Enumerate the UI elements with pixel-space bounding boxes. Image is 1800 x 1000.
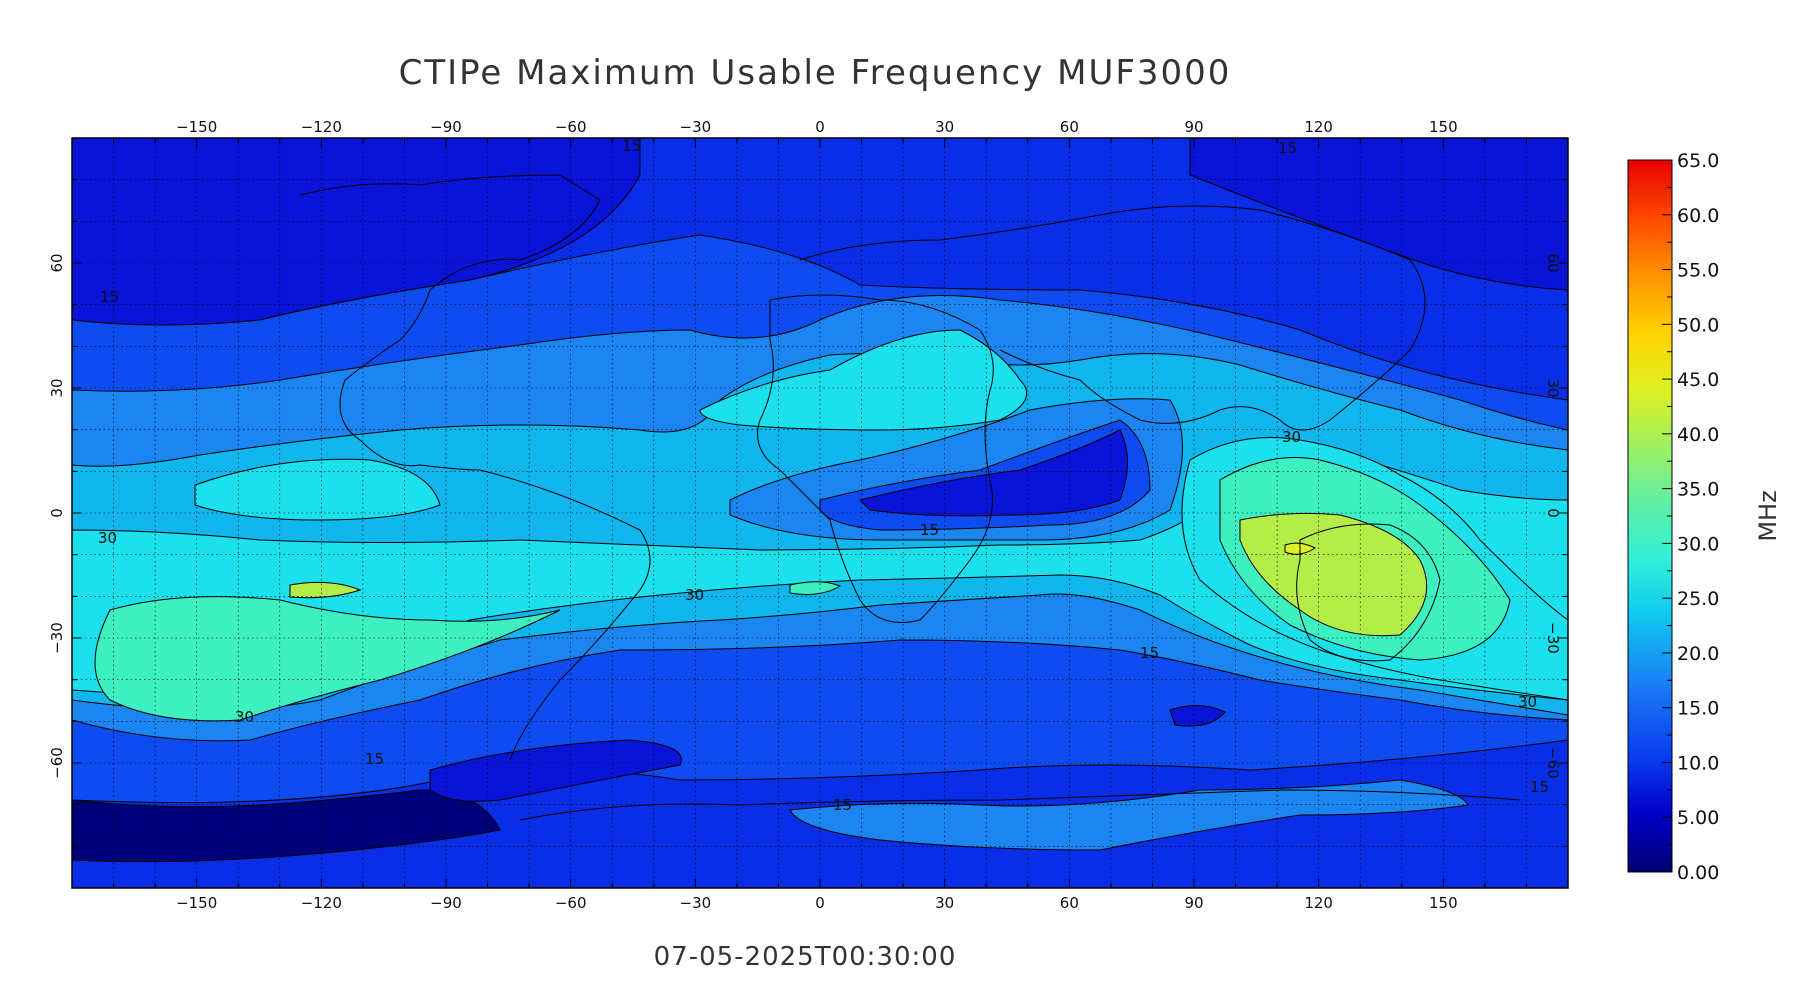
australia-coast bbox=[1296, 523, 1441, 662]
x-axis-ticks: −150 −150 −120 −120 −90 −90 −60 −60 −30 −30 0 0 30 30… bbox=[113, 118, 1527, 912]
contour-australia-35 bbox=[1239, 512, 1428, 637]
timestamp: 07-05-2025T00:30:00 bbox=[654, 942, 957, 972]
colorbar-tick-label: 50.0 bbox=[1677, 314, 1719, 336]
south-america-coast bbox=[479, 469, 651, 761]
y-tick-label-right: −60 bbox=[1544, 747, 1562, 779]
contour-labels: 15 15 30 30 30 30 15 15 15 15 15 30 15 bbox=[98, 137, 1549, 814]
contour-south-pacific-30 bbox=[94, 596, 561, 722]
colorbar-tick-label: 20.0 bbox=[1677, 643, 1719, 665]
x-tick-label-bottom: 120 bbox=[1304, 894, 1333, 912]
x-tick-label-bottom: −30 bbox=[680, 894, 712, 912]
colorbar-tick-label: 15.0 bbox=[1677, 698, 1719, 720]
y-tick-label-right: 30 bbox=[1544, 378, 1562, 397]
x-tick-label-bottom: 60 bbox=[1060, 894, 1079, 912]
colorbar-tick-label: 0.00 bbox=[1677, 862, 1719, 884]
eurasia-coast bbox=[799, 205, 1426, 431]
contour-atlantic-30 bbox=[789, 581, 842, 595]
contour-label: 30 bbox=[235, 708, 254, 726]
y-tick-label-left: 0 bbox=[48, 508, 66, 518]
chart-title: CTIPe Maximum Usable Frequency MUF3000 bbox=[399, 53, 1232, 93]
x-tick-label-bottom: −120 bbox=[301, 894, 342, 912]
x-tick-label-bottom: −60 bbox=[555, 894, 587, 912]
contour-siberia-low bbox=[1189, 138, 1568, 291]
x-tick-label-top: −120 bbox=[301, 118, 342, 136]
y-tick-label-right: 0 bbox=[1544, 508, 1562, 518]
contour-antarctic-deep bbox=[72, 789, 501, 863]
contour-south-pacific-35 bbox=[289, 581, 362, 599]
x-tick-label-bottom: 90 bbox=[1184, 894, 1203, 912]
contour-label: 15 bbox=[365, 750, 384, 768]
contour-pacific-east bbox=[194, 458, 441, 521]
x-tick-label-top: 90 bbox=[1184, 118, 1203, 136]
colorbar bbox=[1627, 159, 1673, 873]
contour-label: 15 bbox=[920, 521, 939, 539]
contour-label: 30 bbox=[1518, 693, 1537, 711]
africa-coast bbox=[757, 294, 994, 623]
y-tick-label-right: 60 bbox=[1544, 253, 1562, 272]
contour-antarctic-15 bbox=[789, 779, 1469, 851]
x-tick-label-top: −90 bbox=[430, 118, 462, 136]
contour-label: 15 bbox=[1140, 644, 1159, 662]
x-tick-label-top: −30 bbox=[680, 118, 712, 136]
x-tick-label-top: −150 bbox=[176, 118, 217, 136]
colorbar-unit-label: MHz bbox=[1754, 490, 1782, 541]
contour-label: 15 bbox=[100, 288, 119, 306]
contour-label: 30 bbox=[98, 529, 117, 547]
contour-south-atlantic-low bbox=[429, 739, 682, 802]
contour-small-low bbox=[1169, 705, 1226, 727]
colorbar-tick-label: 30.0 bbox=[1677, 533, 1719, 555]
x-tick-label-bottom: 30 bbox=[935, 894, 954, 912]
y-tick-label-left: −30 bbox=[48, 622, 66, 654]
colorbar-tick-label: 65.0 bbox=[1677, 150, 1719, 172]
contour-label: 15 bbox=[622, 137, 641, 155]
contour-label: 30 bbox=[1282, 428, 1301, 446]
colorbar-tick-label: 5.00 bbox=[1677, 807, 1719, 829]
colorbar-ticks: 65.0 60.0 55.0 50.0 45.0 40.0 35.0 30.0 25.0 20.0… bbox=[1662, 150, 1719, 884]
contour-label: 15 bbox=[1278, 139, 1297, 157]
colorbar-tick-label: 35.0 bbox=[1677, 479, 1719, 501]
x-tick-label-bottom: −90 bbox=[430, 894, 462, 912]
colorbar-tick-label: 55.0 bbox=[1677, 260, 1719, 282]
x-tick-label-top: 0 bbox=[815, 118, 825, 136]
x-tick-label-bottom: 0 bbox=[815, 894, 825, 912]
y-tick-label-right: −30 bbox=[1544, 622, 1562, 654]
x-tick-label-top: 60 bbox=[1060, 118, 1079, 136]
contour-label: 15 bbox=[833, 796, 852, 814]
x-tick-label-bottom: −150 bbox=[176, 894, 217, 912]
x-tick-label-bottom: 150 bbox=[1429, 894, 1458, 912]
x-tick-label-top: 30 bbox=[935, 118, 954, 136]
y-tick-label-left: 30 bbox=[48, 378, 66, 397]
lat-lon-grid bbox=[72, 138, 1568, 888]
colorbar-tick-label: 25.0 bbox=[1677, 588, 1719, 610]
colorbar-tick-label: 10.0 bbox=[1677, 752, 1719, 774]
antarctica-coast bbox=[519, 789, 1521, 821]
north-america-coast bbox=[299, 174, 601, 471]
x-tick-label-top: 150 bbox=[1429, 118, 1458, 136]
x-tick-label-top: −60 bbox=[555, 118, 587, 136]
contour-label: 30 bbox=[685, 586, 704, 604]
contour-label: 15 bbox=[1530, 778, 1549, 796]
colorbar-tick-label: 45.0 bbox=[1677, 369, 1719, 391]
coastlines bbox=[299, 174, 1521, 821]
y-axis-ticks: 60 60 30 30 0 0 −30 −30 −60 −60 bbox=[48, 179, 1568, 847]
y-tick-label-left: −60 bbox=[48, 747, 66, 779]
y-tick-label-left: 60 bbox=[48, 253, 66, 272]
colorbar-tick-label: 40.0 bbox=[1677, 424, 1719, 446]
contour-indian-ocean-5 bbox=[859, 429, 1128, 517]
x-tick-label-top: 120 bbox=[1304, 118, 1333, 136]
colorbar-tick-label: 60.0 bbox=[1677, 205, 1719, 227]
